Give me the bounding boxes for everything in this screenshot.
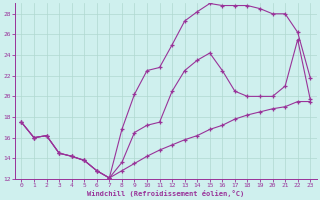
X-axis label: Windchill (Refroidissement éolien,°C): Windchill (Refroidissement éolien,°C) <box>87 190 244 197</box>
